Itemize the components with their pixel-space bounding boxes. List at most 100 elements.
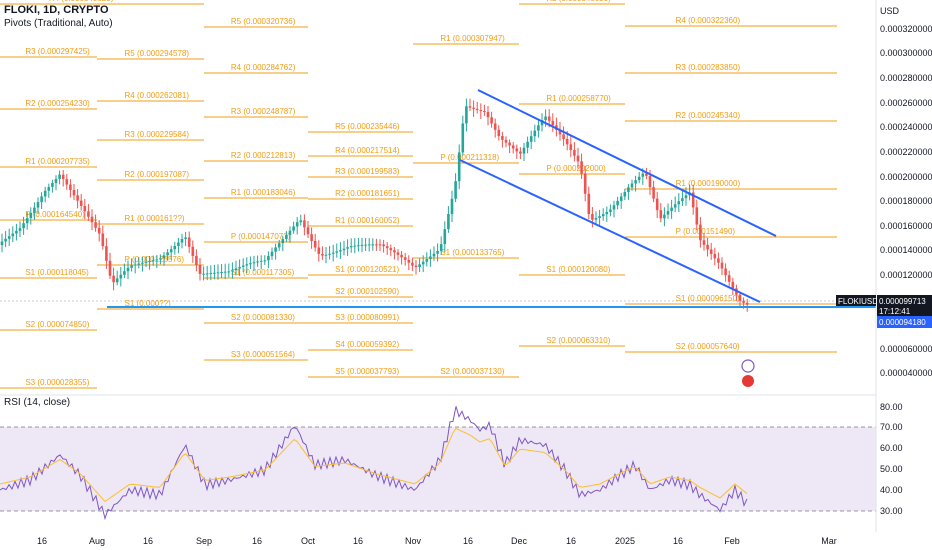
candle-body [173,245,177,250]
candle-body [331,252,335,254]
candle-body [216,272,220,274]
candle-body [90,216,94,223]
candle-body [580,161,583,174]
candle-body [695,207,699,225]
candle-body [306,227,310,235]
pivot-label: S4 (0.000059392) [335,340,399,349]
candle-body [371,244,375,246]
candle-body [108,260,112,276]
pivot-label: S1 (0.000??) [125,299,172,308]
candle-body [241,265,245,267]
candle-body [454,181,457,199]
candle-body [65,179,69,185]
time-axis-label: Feb [724,536,740,546]
candle-body [231,270,234,272]
candle-body [141,262,144,264]
candle-body [292,226,295,231]
candle-body [335,251,339,253]
candle-body [465,106,468,124]
price-axis-label: 0.000060000 [880,344,932,354]
candle-body [573,150,576,156]
pivot-label: R1 (0.000183046) [231,188,296,197]
rsi-line [0,406,748,521]
candle-body [274,247,277,252]
candle-body [540,120,544,126]
candle-body [450,198,454,215]
candle-body [591,214,594,220]
candle-body [447,214,450,230]
candle-body [256,261,259,263]
candle-body [83,205,87,212]
candle-body [483,111,486,113]
rsi-axis-label: 40.00 [880,485,903,495]
candle-body [594,217,598,220]
candle-body [472,107,475,109]
time-axis-label: Mar [821,536,837,546]
candle-body [270,251,274,257]
candle-body [342,248,346,251]
candle-body [177,242,180,246]
candle-body [562,134,565,139]
rsi-axis-label: 70.00 [880,422,903,432]
candle-body [169,249,173,253]
candle-body [421,261,425,265]
pivot-lines: R4 (0.000340620) R3 (0.000297425) R2 (0.00… [0,0,837,389]
candle-body [11,233,15,237]
pivot-label: S1 (0.000133765) [440,248,504,257]
candle-body [249,263,252,265]
candle-body [54,178,58,183]
candle-body [519,151,522,154]
candle-body [191,246,195,256]
pivot-label: R1 (0.000258770) [546,94,611,103]
candle-body [457,152,461,182]
candle-body [583,173,587,194]
candle-body [468,106,472,108]
candle-body [609,209,612,212]
level-tag [877,316,932,328]
candle-body [529,136,533,142]
candle-body [313,240,317,248]
pivot-label: S2 (0.000074850) [25,320,89,329]
candle-body [360,244,364,246]
candle-body [162,255,166,259]
pivot-label: R4 (0.000322360) [676,16,741,25]
candle-body [180,238,184,243]
pivot-label: S1 (0.000118045) [25,268,89,277]
candle-body [702,240,706,245]
candle-body [407,259,411,263]
pivot-label: S2 (0.000037130) [440,367,504,376]
candle-body [720,262,724,269]
candle-body [551,120,555,126]
pivot-label: R3 (0.000248787) [231,107,296,116]
candle-body [637,176,641,181]
pivot-label: R2 (0.000245340) [676,111,741,120]
candle-body [598,216,601,218]
candle-body [673,204,677,208]
candle-body [565,138,569,145]
price-axis-label: 0.000240000 [880,122,932,132]
candle-body [79,200,83,206]
candle-body [159,258,162,260]
time-axis-label: 16 [252,536,262,546]
candle-body [601,214,605,217]
channel-lower [459,159,761,303]
pivot-label: R2 (0.000181651) [335,189,400,198]
candle-body [605,211,609,215]
candle-body [115,278,119,283]
candle-body [436,250,439,254]
candle-body [385,246,389,249]
candle-body [43,190,47,197]
candle-body [461,123,465,153]
chart-title: FLOKI, 1D, CRYPTO [4,4,109,16]
price-axis-label: 0.000260000 [880,98,932,108]
candle-body [126,267,130,272]
candle-body [223,271,227,273]
candle-body [389,248,393,251]
candle-body [612,205,616,210]
candle-body [15,230,18,234]
candle-body [267,256,270,261]
rsi-title: RSI (14, close) [4,397,71,408]
candle-body [4,238,7,242]
